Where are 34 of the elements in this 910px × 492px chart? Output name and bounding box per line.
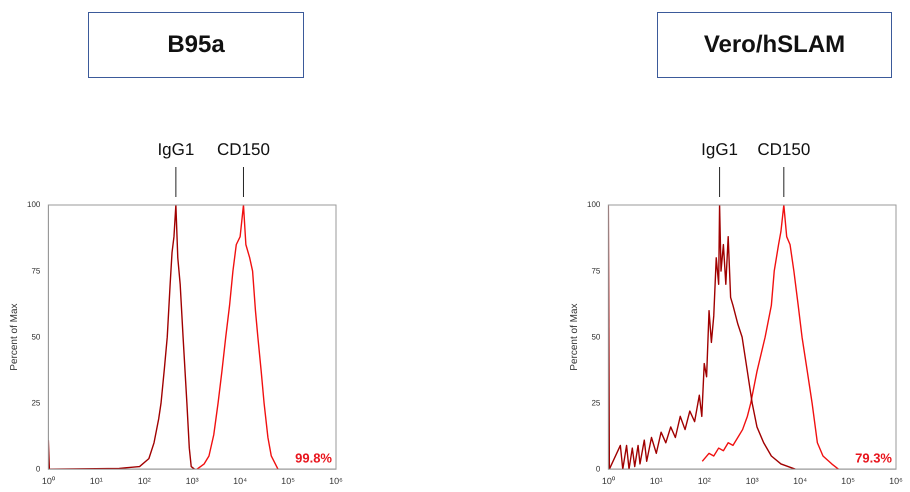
x-tick-label: 10¹ — [90, 476, 103, 486]
x-tick-label: 10¹ — [650, 476, 663, 486]
y-tick-label: 25 — [591, 398, 601, 408]
y-tick-label: 0 — [596, 464, 601, 474]
y-axis-title: Percent of Max — [8, 303, 20, 371]
x-tick-label: 10⁰ — [602, 476, 615, 486]
annotation: 79.3% — [855, 450, 892, 466]
y-tick-label: 50 — [31, 332, 41, 342]
x-tick-label: 10³ — [746, 476, 759, 486]
text: IgG1 — [701, 140, 738, 160]
chart-title: B95a — [88, 12, 304, 78]
y-axis-title: Percent of Max — [568, 303, 580, 371]
annotation: 99.8% — [295, 450, 332, 466]
x-tick-label: 10⁵ — [841, 476, 856, 486]
text: CD150 — [757, 140, 810, 160]
text: CD150 — [217, 140, 270, 160]
x-tick-label: 10⁴ — [793, 476, 808, 486]
y-tick-label: 75 — [31, 266, 41, 276]
x-tick-label: 10³ — [186, 476, 199, 486]
y-tick-label: 25 — [31, 398, 41, 408]
x-tick-label: 10⁶ — [329, 476, 344, 486]
x-tick-label: 10² — [698, 476, 711, 486]
y-tick-label: 0 — [36, 464, 41, 474]
text: IgG1 — [157, 140, 194, 160]
x-tick-label: 10⁶ — [889, 476, 904, 486]
y-tick-label: 100 — [26, 200, 41, 210]
chart-title: Vero/hSLAM — [657, 12, 892, 78]
x-tick-label: 10⁴ — [233, 476, 248, 486]
y-tick-label: 75 — [591, 266, 601, 276]
x-tick-label: 10⁰ — [42, 476, 55, 486]
x-tick-label: 10² — [138, 476, 151, 486]
y-tick-label: 50 — [591, 332, 601, 342]
x-tick-label: 10⁵ — [281, 476, 296, 486]
y-tick-label: 100 — [586, 200, 601, 210]
